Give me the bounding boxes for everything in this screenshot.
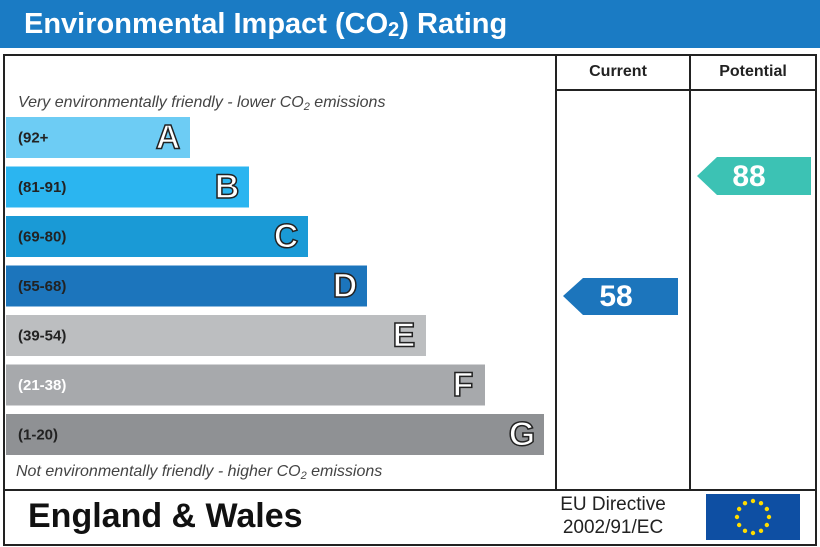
potential-arrow [697,157,811,195]
note-sub: 2 [300,470,307,482]
band [6,166,249,208]
band [6,265,367,307]
eu-star [734,514,740,520]
note-part: emissions [310,94,386,111]
eu-star [758,500,764,506]
band-letter: D [333,267,358,305]
eu-star [750,498,756,504]
top-note: Very environmentally friendly - lower CO… [18,94,385,113]
directive: 2002/91/EC [563,517,663,538]
eu-star [764,506,770,512]
eu-star [764,522,770,528]
band-range: (1-20) [18,426,58,443]
band [6,117,190,158]
band-letter: G [509,415,535,453]
potential-value: 88 [732,160,765,193]
column-header: Current [589,63,647,80]
band [6,315,426,356]
band-range: (21-38) [18,377,66,394]
band-letter: C [274,217,299,255]
band-letter: F [453,366,474,404]
band-range: (69-80) [18,228,66,245]
title-part: Environmental Impact (CO [24,8,388,40]
frame [3,54,817,546]
note-part: emissions [307,463,383,480]
band-letter: E [393,316,416,354]
band [6,414,544,455]
band-range: (92+ [18,129,49,146]
column-header: Potential [719,63,787,80]
band-range: (55-68) [18,278,66,295]
region: England & Wales [28,497,303,535]
title-part: ) Rating [399,8,507,40]
band-range: (81-91) [18,179,66,196]
eu-star [742,500,748,506]
band-range: (39-54) [18,327,66,344]
eu-star [766,514,772,520]
current-value: 58 [599,280,632,313]
band-letter: B [215,168,240,206]
note-part: Not environmentally friendly - higher CO [16,463,301,480]
current-arrow [563,278,678,315]
title: Environmental Impact (CO2) Rating [24,8,507,42]
title-sub: 2 [388,19,399,41]
title-bar [0,0,820,48]
eu-star [742,528,748,534]
eu-star [736,522,742,528]
band-letter: A [156,118,181,156]
directive: EU Directive [560,494,666,515]
eu-stars [734,498,772,536]
bottom-note: Not environmentally friendly - higher CO… [16,463,382,482]
eu-star [750,530,756,536]
eu-star [736,506,742,512]
band [6,216,308,257]
note-sub: 2 [303,101,310,113]
note-part: Very environmentally friendly - lower CO [18,94,304,111]
eu-star [758,528,764,534]
band [6,364,485,406]
bands: (92+ A (81-91) B (69-80) C (55-68) D (39-54) E (21… [6,117,544,455]
